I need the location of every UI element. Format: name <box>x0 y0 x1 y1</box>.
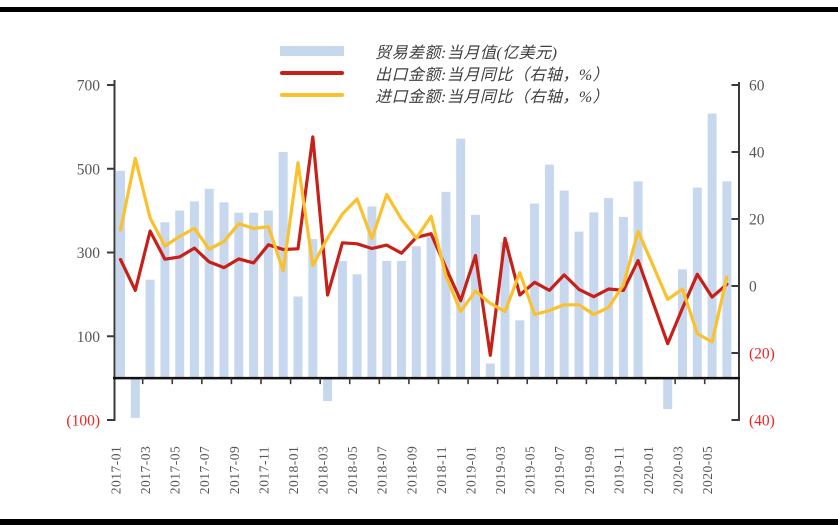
svg-text:2018-01: 2018-01 <box>286 446 301 495</box>
axes <box>113 80 740 421</box>
left-axis-labels: 700 500 300 100 (100) <box>66 78 115 430</box>
svg-text:2017-03: 2017-03 <box>138 446 153 495</box>
svg-text:60: 60 <box>749 78 765 95</box>
bar-2019-02 <box>485 363 495 379</box>
svg-text:2019-09: 2019-09 <box>582 446 597 495</box>
svg-text:(40): (40) <box>749 413 775 430</box>
bar-2017-09 <box>234 212 244 379</box>
svg-text:(20): (20) <box>749 346 775 363</box>
bar-2018-04 <box>337 260 347 379</box>
svg-text:500: 500 <box>77 161 101 178</box>
svg-text:20: 20 <box>749 212 765 229</box>
bar-2018-02 <box>308 239 318 379</box>
bar-2019-07 <box>559 190 569 379</box>
bar-2017-03 <box>145 279 155 379</box>
svg-text:2019-07: 2019-07 <box>552 446 567 495</box>
top-rule <box>0 7 838 12</box>
svg-text:2019-03: 2019-03 <box>493 446 508 495</box>
bar-2017-08 <box>219 202 229 379</box>
svg-text:2017-11: 2017-11 <box>256 446 271 494</box>
bar-2018-08 <box>397 260 406 379</box>
svg-text:2020-05: 2020-05 <box>700 446 715 495</box>
svg-text:40: 40 <box>749 145 765 162</box>
bar-2019-01 <box>471 214 480 379</box>
bar-2018-05 <box>352 274 362 379</box>
svg-text:2018-07: 2018-07 <box>375 446 390 495</box>
svg-text:2019-11: 2019-11 <box>611 446 626 494</box>
svg-text:2018-03: 2018-03 <box>316 446 331 495</box>
svg-text:2018-09: 2018-09 <box>404 446 419 495</box>
bar-2020-03 <box>678 269 687 379</box>
bar-2019-05 <box>530 203 540 379</box>
bar-2018-10 <box>426 235 436 379</box>
bar-2017-06 <box>189 201 199 379</box>
svg-text:2017-01: 2017-01 <box>109 446 124 495</box>
svg-text:2017-05: 2017-05 <box>168 446 183 495</box>
bar-2017-07 <box>204 188 214 379</box>
import-yoy-line <box>118 156 729 344</box>
svg-text:2018-05: 2018-05 <box>345 446 360 495</box>
bar-2019-11 <box>618 216 628 379</box>
svg-text:2019-01: 2019-01 <box>464 446 479 495</box>
legend-item-trade-balance: 贸易差额:当月值(亿美元) <box>280 40 609 62</box>
legend-label: 出口金额:当月同比（右轴，%） <box>375 67 610 84</box>
trade-balance-swatch-icon <box>280 46 344 56</box>
svg-text:2020-01: 2020-01 <box>641 446 656 495</box>
bar-2018-03 <box>323 378 333 402</box>
bar-2018-01 <box>293 296 303 379</box>
export-yoy-line <box>118 135 729 357</box>
legend-label: 贸易差额:当月值(亿美元) <box>375 45 558 62</box>
svg-text:300: 300 <box>77 245 101 262</box>
x-axis-labels: 2017-01 2017-03 2017-05 2017-07 2017-09 2017-… <box>109 446 716 495</box>
import-line-swatch-icon <box>280 93 344 97</box>
bar-2019-06 <box>544 164 554 379</box>
bar-2017-01 <box>116 170 125 379</box>
bar-2018-07 <box>382 260 392 379</box>
chart-legend: 贸易差额:当月值(亿美元) 出口金额:当月同比（右轴，%） 进口金额:当月同比（… <box>280 40 609 106</box>
bar-2020-04 <box>692 187 702 379</box>
bar-2018-06 <box>367 206 377 379</box>
right-axis-labels: 60 40 20 0 (20) (40) <box>731 78 775 430</box>
x-axis-ticks <box>141 378 706 385</box>
legend-item-import-yoy: 进口金额:当月同比（右轴，%） <box>280 84 609 106</box>
bar-2017-05 <box>175 210 185 379</box>
bar-2020-05 <box>707 113 717 379</box>
bar-2017-11 <box>263 210 273 379</box>
bar-2017-04 <box>160 222 170 379</box>
bar-2019-04 <box>515 320 525 379</box>
svg-text:2018-11: 2018-11 <box>434 446 449 494</box>
bar-2020-02 <box>663 378 673 410</box>
bar-2017-10 <box>249 212 259 379</box>
legend-item-export-yoy: 出口金额:当月同比（右轴，%） <box>280 62 609 84</box>
svg-text:700: 700 <box>77 78 101 95</box>
svg-text:100: 100 <box>77 329 101 346</box>
svg-text:2017-07: 2017-07 <box>197 446 212 495</box>
bar-2018-09 <box>411 246 421 379</box>
export-line-swatch-icon <box>280 71 344 75</box>
bottom-rule <box>0 519 838 525</box>
svg-text:0: 0 <box>749 279 757 296</box>
bar-2018-12 <box>456 138 466 379</box>
bar-2017-02 <box>130 378 140 418</box>
legend-label: 进口金额:当月同比（右轴，%） <box>375 89 610 106</box>
bar-2018-11 <box>441 191 451 379</box>
svg-text:(100): (100) <box>66 413 100 430</box>
svg-text:2017-09: 2017-09 <box>227 446 242 495</box>
bar-2019-12 <box>633 181 643 379</box>
svg-text:2019-05: 2019-05 <box>523 446 538 495</box>
svg-text:2020-03: 2020-03 <box>671 446 686 495</box>
